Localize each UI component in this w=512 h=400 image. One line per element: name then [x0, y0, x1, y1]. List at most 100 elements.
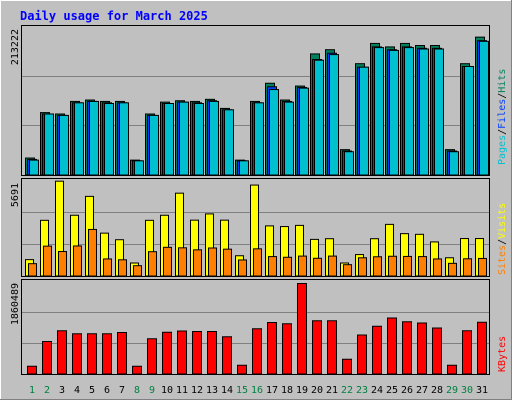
day-label: 1 [29, 385, 35, 396]
pages-bar [254, 102, 264, 176]
bars [25, 36, 489, 375]
pages-bar [134, 160, 144, 176]
pages-bar [269, 89, 279, 176]
kbytes-bar [327, 320, 337, 375]
sites-bar [103, 258, 112, 277]
legend-visits: Visits [497, 203, 508, 239]
sites-bar [283, 256, 292, 277]
kbytes-bar [267, 322, 277, 375]
pages-bar [224, 109, 234, 176]
pages-bar [119, 102, 129, 176]
day-label: 12 [191, 385, 203, 396]
legend-pages: Pages [497, 135, 508, 165]
sites-bar [463, 258, 472, 277]
sites-bar [88, 228, 97, 277]
day-label: 13 [206, 385, 218, 396]
kbytes-bar [237, 364, 247, 375]
kbytes-bar [447, 364, 457, 375]
kbytes-bar [207, 331, 217, 375]
legend-sites: Sites [497, 245, 508, 275]
pages-bar [74, 102, 84, 176]
pages-bar [464, 65, 474, 176]
legend-hits: Hits [497, 69, 508, 93]
kbytes-bar [342, 358, 352, 375]
day-label: 18 [281, 385, 293, 396]
pages-bar [194, 103, 204, 176]
pages-bar [299, 87, 309, 176]
kbytes-bar [102, 333, 112, 375]
legend-files: Files [497, 99, 508, 129]
pages-bar [104, 103, 114, 176]
pages-bar [149, 114, 159, 176]
chart-title: Daily usage for March 2025 [20, 9, 208, 23]
sites-bar [28, 263, 37, 277]
legend-separator: / [497, 129, 508, 135]
day-label: 26 [401, 385, 413, 396]
sites-bar [358, 257, 367, 277]
kbytes-bar [252, 328, 262, 375]
pages-bar [314, 59, 324, 176]
day-label: 30 [461, 385, 473, 396]
pages-bar [179, 101, 189, 176]
pages-bar [419, 48, 429, 176]
sites-bar [253, 248, 262, 277]
kbytes-bar [117, 332, 127, 375]
kbytes-bar [477, 321, 487, 375]
kbytes-bar [72, 333, 82, 375]
hits-axis-max-label: 213222 [10, 29, 21, 65]
kbytes-bar [222, 336, 232, 375]
pages-bar [389, 49, 399, 176]
sites-bar [73, 245, 82, 277]
sites-bar [313, 257, 322, 277]
pages-bar [374, 47, 384, 176]
kbytes-bar [162, 331, 172, 375]
sites-bar [148, 251, 157, 277]
kbytes-bar [87, 333, 97, 375]
sites-bar [373, 256, 382, 277]
day-label: 8 [134, 385, 140, 396]
pages-bar [44, 113, 54, 176]
sites-bar [343, 264, 352, 277]
day-label: 28 [431, 385, 443, 396]
pages-bar [479, 40, 489, 176]
pages-bar [164, 103, 174, 176]
day-label: 19 [296, 385, 308, 396]
sites-bar [478, 257, 487, 277]
day-label: 20 [311, 385, 323, 396]
sites-bar [223, 248, 232, 277]
day-label: 24 [371, 385, 383, 396]
day-label: 17 [266, 385, 278, 396]
sites-bar [238, 259, 247, 277]
sites-bar [163, 246, 172, 277]
pages-bar [344, 151, 354, 176]
pages-bar [404, 47, 414, 176]
day-label: 27 [416, 385, 428, 396]
day-label: 31 [476, 385, 488, 396]
day-label: 4 [74, 385, 80, 396]
day-label: 29 [446, 385, 458, 396]
day-label: 25 [386, 385, 398, 396]
x-axis-day-labels: 1 2 3 4 5 6 7 8 9 10 11 12 13 14 15 16 17 18 19 20 21 22 23 24 2… [29, 385, 488, 396]
sites-bar [298, 255, 307, 277]
kbytes-bar [177, 330, 187, 375]
kbytes-bar [312, 320, 322, 375]
kbytes-bar [57, 330, 67, 375]
sites-bar [433, 258, 442, 277]
kbytes-bar [297, 283, 307, 375]
kbytes-bar [132, 365, 142, 375]
pages-bar [29, 159, 39, 176]
kbytes-bar [402, 321, 412, 375]
day-label: 22 [341, 385, 353, 396]
legend-hits-files-pages: Pages/Files/Hits [497, 69, 508, 165]
day-label: 14 [221, 385, 233, 396]
visits-axis-max-label: 5691 [10, 183, 21, 207]
legend-kbytes: KBytes [497, 336, 508, 372]
day-label: 21 [326, 385, 338, 396]
sites-bar [43, 245, 52, 277]
sites-bar [448, 262, 457, 277]
day-label: 10 [161, 385, 173, 396]
pages-bar [359, 66, 369, 176]
pages-bar [434, 48, 444, 176]
day-label: 5 [89, 385, 95, 396]
legend-visits-sites: Sites/Visits [497, 203, 508, 275]
